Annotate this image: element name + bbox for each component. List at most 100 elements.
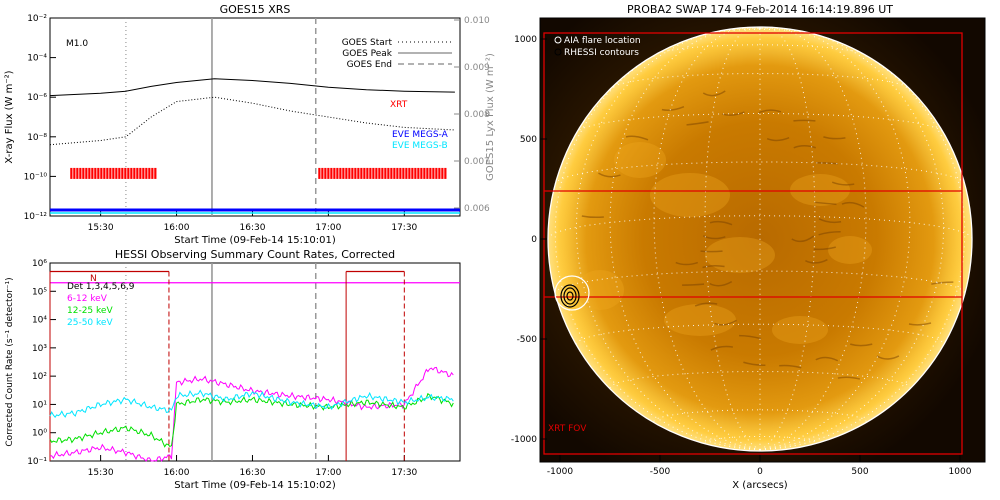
grid-meridian: [704, 26, 761, 451]
coronal-texture-stroke: [686, 121, 709, 126]
xrt-coverage-mark: [345, 167, 348, 179]
xrt-coverage-mark: [366, 167, 369, 179]
grid-parallel: [547, 215, 973, 240]
rhessi-contour-1: [560, 284, 580, 308]
coronal-texture-stroke: [931, 281, 954, 285]
coronal-texture-stroke: [722, 111, 745, 116]
attenuator-label: N: [90, 274, 97, 284]
xrt-coverage-mark: [127, 167, 130, 179]
grid-meridian: [759, 26, 816, 451]
hessi-x-axis: 15:30 16:00 16:30 17:00 17:30: [88, 455, 418, 478]
coronal-texture-stroke: [766, 137, 790, 142]
xrt-coverage-mark: [396, 167, 399, 179]
goes-y-axis: 10⁻² 10⁻⁴ 10⁻⁶ 10⁻⁸ 10⁻¹⁰ 10⁻¹²: [24, 14, 56, 222]
hessi-y-tick-label: 10⁵: [32, 287, 47, 297]
xrt-coverage-mark: [381, 167, 384, 179]
coronal-texture-stroke: [714, 319, 737, 326]
xrt-coverage-mark: [109, 167, 112, 179]
xrt-coverage-mark: [94, 167, 97, 179]
hessi-y-tick-label: 10²: [32, 372, 47, 382]
hessi-plot-frame: [49, 262, 461, 462]
xrt-coverage-mark: [336, 167, 339, 179]
legend-goes-start: GOES Start: [342, 38, 393, 48]
goes-x-tick-label: 17:00: [315, 223, 341, 233]
goes-panel: GOES15 XRS 10⁻² 10⁻⁴ 10⁻⁶ 10⁻⁸ 10⁻¹⁰ 10⁻¹² 0.…: [4, 3, 496, 246]
coronal-texture-stroke: [758, 109, 782, 114]
xrt-coverage-mark: [154, 167, 157, 179]
goes-x-tick-label: 17:30: [391, 223, 417, 233]
legend-aia-symbol: [554, 36, 562, 44]
xrt-coverage-mark: [91, 167, 94, 179]
swap-title: PROBA2 SWAP 174 9-Feb-2014 16:14:19.896 …: [627, 3, 893, 16]
goes-y2label: GOES15 Lyx Flux (W m⁻²): [485, 53, 496, 181]
active-region-patch: [790, 174, 850, 206]
grid-parallel: [653, 44, 867, 57]
coronal-texture-stroke: [908, 322, 932, 326]
xrt-coverage-mark: [142, 167, 145, 179]
xrt-coverage-mark: [429, 167, 432, 179]
swap-y-tick-label: 0: [531, 235, 537, 245]
xrt-coverage-mark: [339, 167, 342, 179]
hessi-y-tick-label: 10⁶: [32, 259, 47, 269]
xrt-coverage-mark: [70, 167, 73, 179]
goes-y2-tick-label: 0.006: [464, 204, 490, 214]
hessi-y-tick-label: 10⁴: [32, 316, 47, 326]
flare-class-label: M1.0: [66, 39, 88, 49]
xrt-coverage-mark: [417, 167, 420, 179]
coronal-texture-stroke: [700, 250, 723, 253]
goes-title: GOES15 XRS: [220, 3, 291, 16]
swap-y-tick-label: 500: [520, 135, 537, 145]
goes-x-tick-label: 15:30: [88, 223, 114, 233]
coronal-texture-stroke: [739, 334, 762, 340]
goes-y2-axis: 0.010 0.009 0.008 0.007 0.006: [454, 16, 490, 214]
solar-limb-circle: [547, 26, 973, 452]
coronal-texture-stroke: [661, 105, 685, 111]
rhessi-contour-3: [566, 291, 574, 301]
hessi-data-area: [49, 263, 460, 462]
xrt-coverage-mark: [378, 167, 381, 179]
xrt-coverage-mark: [432, 167, 435, 179]
xrt-coverage-mark: [411, 167, 414, 179]
coronal-texture-stroke: [841, 201, 865, 208]
coronal-texture-stroke: [791, 235, 815, 243]
xrt-coverage-mark: [79, 167, 82, 179]
coronal-texture-stroke: [675, 261, 699, 266]
xrt-label: XRT: [390, 100, 408, 110]
hessi-y-tick-label: 10³: [32, 344, 47, 354]
coronal-texture-stroke: [581, 215, 604, 219]
hessi-x-tick-label: 17:30: [391, 468, 417, 478]
goes-plot-frame: [49, 17, 461, 217]
swap-axes: -1000 -500 0 500 1000 1000 500 0 -500 -1000: [511, 35, 972, 477]
xrt-fov-label: XRT FOV: [548, 424, 587, 434]
goes-y2-tick-label: 0.010: [464, 16, 490, 26]
hessi-series-25-50 keV: [49, 389, 454, 419]
xrt-coverage-mark: [330, 167, 333, 179]
xrt-coverage-mark: [97, 167, 100, 179]
xrt-coverage-mark: [133, 167, 136, 179]
xrt-coverage-mark: [414, 167, 417, 179]
hessi-ylabel: Corrected Count Rate (s⁻¹ detector⁻¹): [5, 277, 15, 446]
goes-series-long: [49, 78, 455, 97]
swap-xlabel: X (arcsecs): [732, 480, 788, 491]
goes-x-tick-label: 16:30: [240, 223, 266, 233]
swap-x-tick-label: -1000: [547, 467, 573, 477]
coronal-texture-stroke: [850, 343, 873, 347]
xrt-coverage-mark: [327, 167, 330, 179]
xrt-coverage-mark: [402, 167, 405, 179]
xrt-coverage-mark: [390, 167, 393, 179]
coronal-texture-stroke: [779, 364, 802, 369]
xrt-coverage-mark: [354, 167, 357, 179]
rhessi-contours: [560, 284, 580, 308]
hessi-xlabel: Start Time (09-Feb-14 15:10:02): [174, 480, 336, 491]
coronal-texture-stroke: [823, 136, 846, 140]
coronal-texture-stroke: [709, 220, 733, 226]
xrt-coverage-mark: [130, 167, 133, 179]
xrt-coverage-mark: [384, 167, 387, 179]
swap-y-tick-label: -500: [517, 335, 538, 345]
swap-y-tick-label: 1000: [514, 35, 537, 45]
swap-x-tick-label: 500: [851, 467, 868, 477]
xrt-coverage-mark: [136, 167, 139, 179]
xrt-coverage-mark: [342, 167, 345, 179]
legend-rhessi-text: RHESSI contours: [564, 48, 639, 58]
band-6-12-label: 6-12 keV: [67, 294, 108, 304]
